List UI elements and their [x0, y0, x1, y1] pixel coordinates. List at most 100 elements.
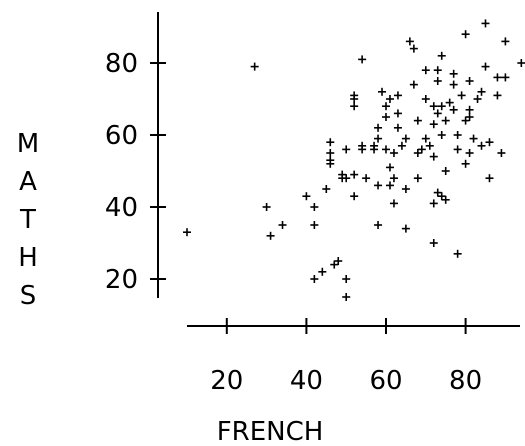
data-point — [330, 260, 339, 269]
data-point — [501, 73, 510, 82]
data-point — [334, 257, 343, 265]
data-point — [374, 134, 383, 143]
data-point — [501, 37, 510, 46]
y-tick-label: 80 — [105, 49, 138, 79]
data-point — [374, 123, 383, 132]
data-point — [405, 37, 414, 46]
data-point — [437, 102, 446, 111]
data-point — [429, 102, 438, 111]
x-axis-ticks: 20 40 60 80 — [210, 318, 482, 396]
x-tick-label: 20 — [210, 366, 243, 396]
data-point — [413, 149, 422, 157]
data-point — [429, 199, 438, 208]
data-point — [389, 174, 398, 183]
data-point — [322, 185, 331, 193]
data-point — [318, 267, 327, 276]
data-point — [358, 55, 367, 64]
y-axis-title-letter: H — [18, 243, 38, 273]
data-point — [401, 134, 410, 143]
data-point — [481, 62, 490, 71]
y-axis-title-letter: S — [20, 281, 37, 311]
data-point — [433, 77, 442, 85]
data-point — [302, 192, 311, 201]
data-point — [342, 174, 351, 183]
x-tick-label: 40 — [290, 366, 323, 396]
data-point — [385, 181, 394, 190]
data-point — [437, 51, 446, 60]
data-point — [385, 163, 394, 172]
data-point — [393, 123, 402, 132]
data-point — [326, 149, 335, 157]
x-tick-label: 80 — [449, 366, 482, 396]
y-axis-title-letter: M — [17, 129, 39, 159]
data-point — [362, 174, 371, 183]
data-point — [453, 249, 462, 258]
data-point — [266, 231, 275, 240]
data-point — [453, 131, 462, 139]
data-point — [517, 59, 525, 67]
y-tick-label: 20 — [105, 265, 138, 295]
data-point — [485, 138, 494, 147]
data-point — [465, 149, 474, 157]
data-point — [441, 116, 450, 125]
data-point — [437, 192, 446, 201]
data-point — [457, 91, 466, 100]
data-point — [326, 156, 335, 165]
data-point — [449, 69, 458, 78]
data-point — [350, 91, 359, 100]
data-point — [342, 145, 351, 154]
data-point — [389, 149, 398, 157]
data-point — [465, 77, 474, 85]
data-point — [310, 203, 319, 211]
data-point — [421, 66, 430, 75]
data-point — [413, 116, 422, 125]
data-point — [401, 185, 410, 193]
data-point — [493, 73, 502, 82]
data-point — [413, 174, 422, 183]
data-point — [397, 141, 406, 150]
data-point — [378, 87, 387, 96]
y-tick-label: 40 — [105, 193, 138, 223]
data-point — [461, 159, 470, 168]
data-point — [389, 199, 398, 208]
data-point — [421, 95, 430, 103]
data-point — [421, 134, 430, 143]
data-point — [350, 192, 359, 201]
data-point — [310, 221, 319, 229]
data-point — [429, 152, 438, 161]
data-point — [461, 30, 470, 39]
data-point — [429, 120, 438, 129]
data-point — [183, 228, 191, 237]
data-point — [449, 105, 458, 114]
data-point — [370, 141, 379, 150]
data-point — [449, 80, 458, 89]
data-points — [183, 19, 525, 301]
data-point — [461, 116, 470, 125]
data-point — [481, 19, 490, 28]
data-point — [465, 113, 474, 121]
data-point — [393, 109, 402, 118]
data-point — [310, 275, 319, 283]
data-point — [401, 224, 410, 233]
data-point — [382, 102, 390, 111]
data-point — [338, 170, 347, 179]
data-point — [393, 91, 402, 100]
data-point — [473, 95, 482, 103]
data-point — [437, 131, 446, 139]
data-point — [497, 149, 506, 157]
data-point — [425, 141, 434, 150]
data-point — [465, 105, 474, 114]
data-point — [469, 134, 478, 143]
data-point — [262, 203, 271, 211]
data-point — [433, 188, 442, 197]
data-point — [326, 138, 335, 147]
data-point — [429, 239, 438, 247]
data-point — [350, 170, 359, 179]
data-point — [441, 167, 450, 175]
data-point — [433, 66, 442, 75]
data-point — [382, 113, 390, 121]
data-point — [374, 181, 383, 190]
data-point — [409, 44, 418, 53]
